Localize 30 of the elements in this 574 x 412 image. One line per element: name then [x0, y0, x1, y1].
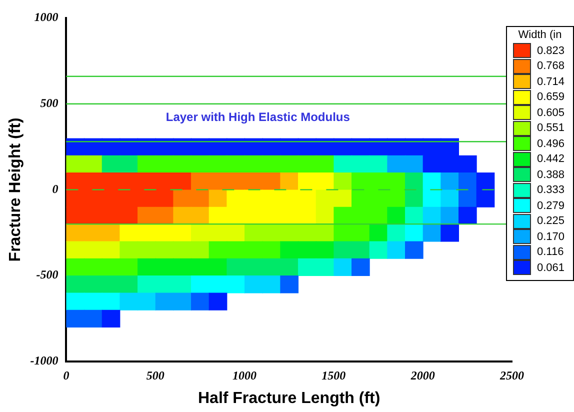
color-bar-label: 0.388 [537, 168, 565, 181]
x-tick-label: 2500 [499, 368, 524, 383]
x-tick-label: 1000 [232, 368, 257, 383]
color-bar-title: Width (in [517, 29, 563, 41]
color-bar-label: 0.551 [537, 122, 565, 134]
x-tick-label: 2000 [410, 368, 435, 383]
color-bar-label: 0.116 [537, 246, 564, 258]
x-tick-label: 1500 [322, 368, 346, 383]
y-tick-label: -1000 [30, 353, 58, 368]
y-axis-title: Fracture Height (ft) [7, 118, 24, 262]
color-bar-label: 0.442 [537, 153, 565, 166]
color-bar-label: 0.496 [537, 138, 565, 150]
color-bar-label: 0.225 [537, 215, 565, 228]
color-bar-label: 0.170 [537, 230, 565, 243]
color-bar-label: 0.061 [537, 262, 565, 274]
y-tick-label: 0 [52, 182, 58, 196]
color-bar-label: 0.605 [537, 106, 565, 119]
annotation: Layer with High Elastic Modulus [166, 110, 350, 124]
color-bar-label: 0.714 [537, 76, 565, 88]
y-tick-label: 500 [40, 96, 58, 110]
color-bar-label: 0.768 [537, 60, 565, 72]
y-tick-label: 1000 [34, 10, 58, 24]
x-axis-title: Half Fracture Length (ft) [198, 390, 380, 407]
color-bar-label: 0.823 [537, 44, 565, 57]
x-tick-label: 0 [63, 368, 70, 383]
color-bar-label: 0.659 [537, 91, 565, 104]
color-bar-label: 0.333 [537, 184, 565, 196]
x-tick-label: 500 [146, 368, 164, 383]
y-tick-label: -500 [36, 268, 58, 282]
color-bar-label: 0.279 [537, 200, 565, 212]
